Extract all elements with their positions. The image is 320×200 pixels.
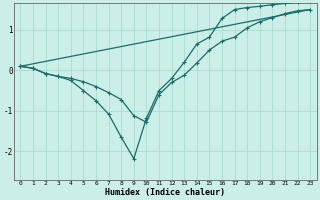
X-axis label: Humidex (Indice chaleur): Humidex (Indice chaleur) xyxy=(105,188,225,197)
